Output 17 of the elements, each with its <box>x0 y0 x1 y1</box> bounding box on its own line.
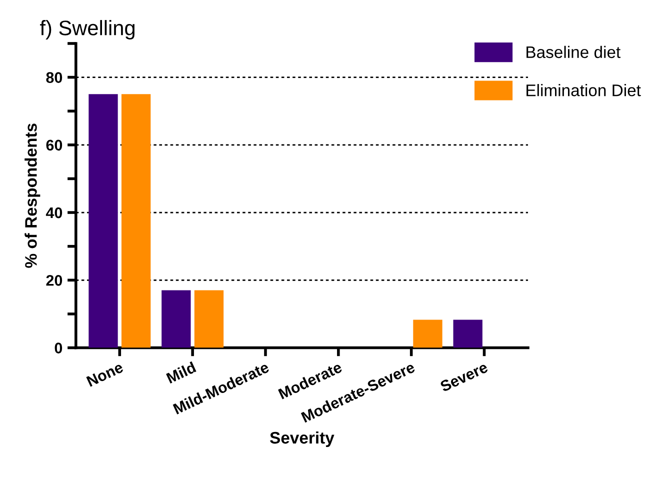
y-tick-label: 60 <box>46 140 62 151</box>
legend-label: Elimination Diet <box>526 84 641 96</box>
y-tick-label: 0 <box>54 342 62 354</box>
y-tick-label: 20 <box>46 275 62 286</box>
y-axis-title: % of Respondents <box>24 124 40 268</box>
bar <box>413 320 442 348</box>
x-tick-label: None <box>86 362 124 387</box>
x-axis-title: Severity <box>270 431 334 447</box>
chart-title: f) Swelling <box>40 20 134 40</box>
bar <box>194 290 224 348</box>
bar <box>121 94 151 348</box>
y-tick-label: 40 <box>46 207 62 218</box>
bar <box>453 320 482 348</box>
bar <box>162 290 191 348</box>
bar <box>88 94 118 348</box>
y-tick-label: 80 <box>46 72 62 83</box>
legend-label: Baseline diet <box>526 46 620 58</box>
